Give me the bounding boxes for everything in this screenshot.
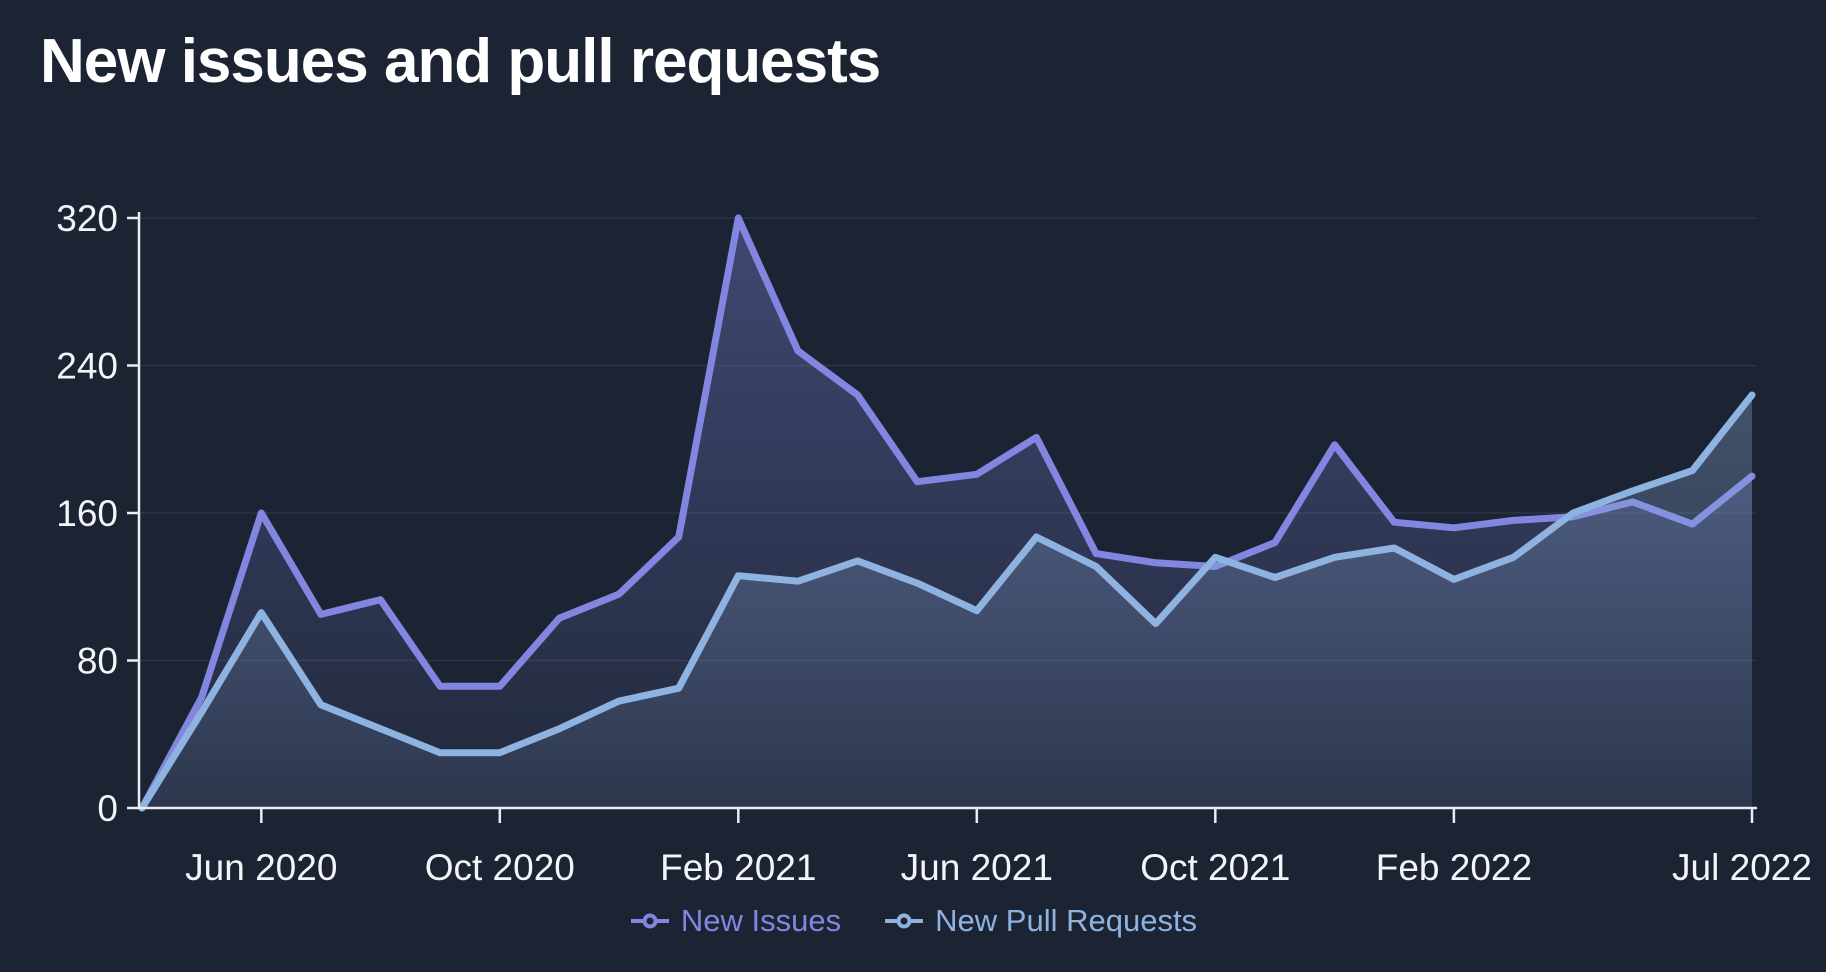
svg-text:Oct 2021: Oct 2021 [1140,847,1290,888]
svg-text:160: 160 [56,493,118,534]
legend-label-new-issues: New Issues [680,903,842,938]
svg-text:240: 240 [56,346,118,387]
svg-text:320: 320 [56,198,118,239]
svg-text:Jun 2021: Jun 2021 [901,847,1053,888]
legend-item-new-issues[interactable]: New Issues [629,903,841,939]
chart-title: New issues and pull requests [40,27,881,96]
svg-text:Oct 2020: Oct 2020 [425,847,575,888]
chart-canvas: 0 80 160 240 320 Jun 2020 Oct 2020 Feb 2021 Jun … [56,198,1812,888]
chart-legend: New Issues New Pull Requests [0,903,1826,939]
svg-text:Jul 2022: Jul 2022 [1672,847,1812,888]
svg-text:0: 0 [97,788,118,829]
legend-item-new-pull-requests[interactable]: New Pull Requests [883,903,1197,939]
line-marker-icon [630,913,669,929]
svg-text:Feb 2021: Feb 2021 [660,847,816,888]
svg-text:Jun 2020: Jun 2020 [185,847,337,888]
line-marker-icon [885,913,924,929]
legend-label-new-pull-requests: New Pull Requests [935,903,1198,938]
svg-text:Feb 2022: Feb 2022 [1376,847,1532,888]
svg-text:80: 80 [77,641,118,682]
